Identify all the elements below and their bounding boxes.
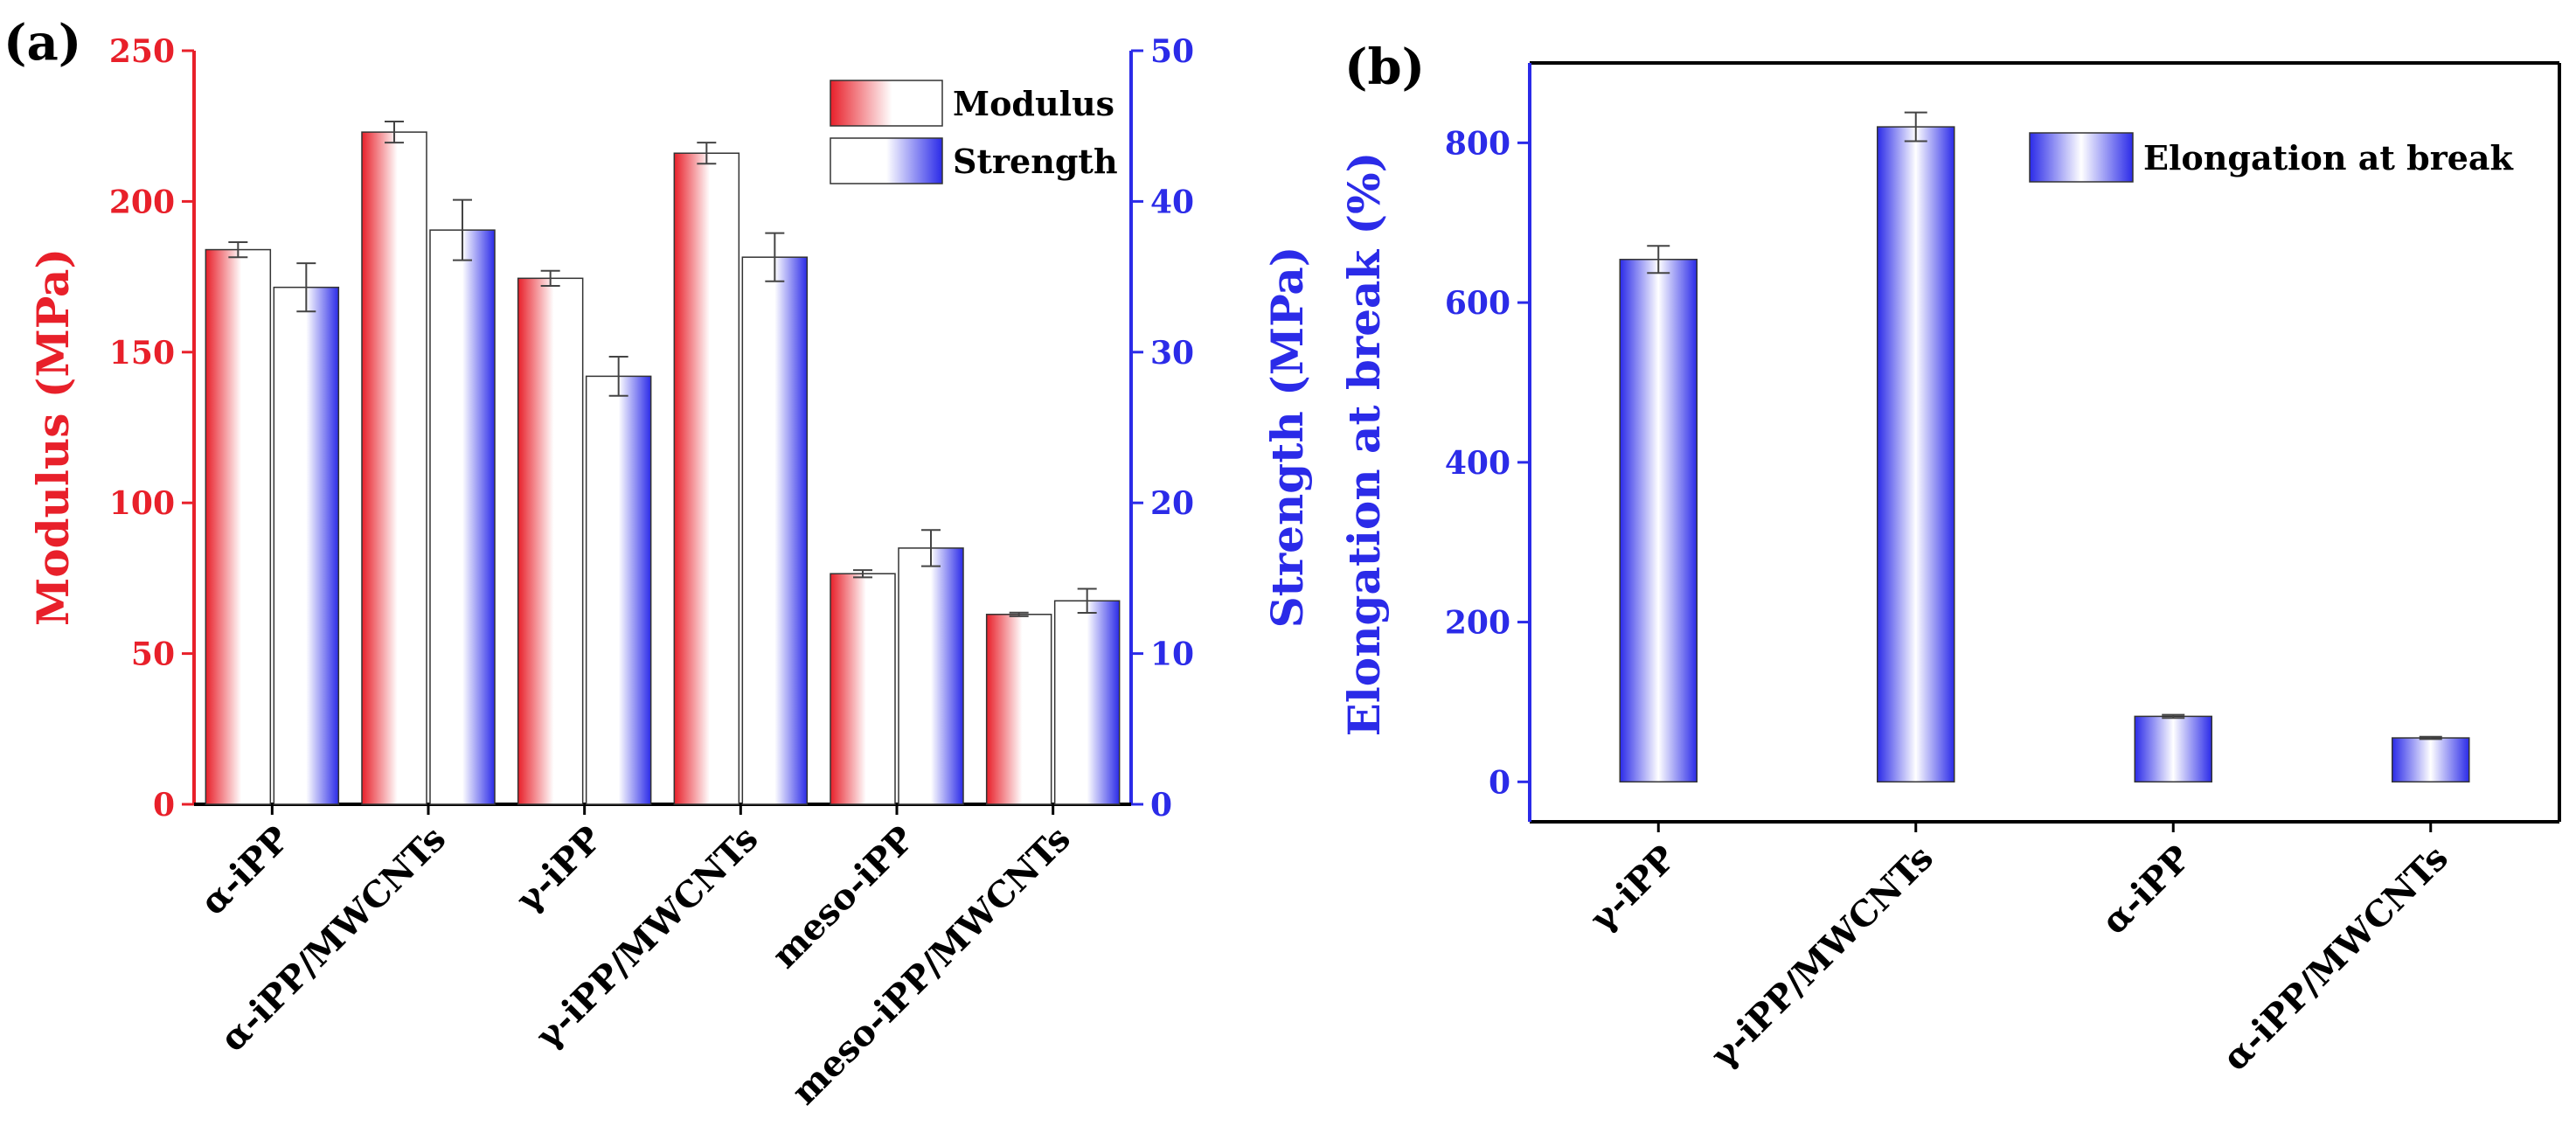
right-tick-label: 50 — [1150, 33, 1194, 70]
bar-modulus-ipp-mwcnts — [361, 131, 427, 805]
x-tick-label-ipp: α-iPP — [192, 818, 297, 923]
legend-label-elongation: Elongation at break — [2143, 138, 2514, 177]
left-tick-label: 150 — [109, 335, 175, 372]
left-tick-label: 800 — [1445, 125, 1510, 162]
bar-strength-ipp — [273, 286, 340, 805]
x-tick-label-ipp: γ-iPP — [1581, 838, 1684, 940]
left-tick-label: 400 — [1445, 445, 1510, 482]
bar-strength-meso-ipp-mwcnts — [1053, 600, 1121, 805]
bar-strength-meso-ipp — [898, 547, 964, 805]
bar-modulus-meso-ipp-mwcnts — [985, 614, 1052, 805]
x-tick-label-ipp-mwcnts: α-iPP/MWCNTs — [2215, 838, 2456, 1079]
left-tick-label: 250 — [109, 33, 175, 70]
bar-elongation-ipp-mwcnts — [2392, 737, 2470, 783]
bar-strength-ipp — [585, 375, 652, 805]
legend-label-strength: Strength — [953, 142, 1118, 181]
left-tick-label: 0 — [153, 787, 175, 824]
x-tick-label-ipp-mwcnts: γ-iPP/MWCNTs — [1703, 838, 1941, 1076]
bar-elongation-ipp — [2134, 715, 2212, 783]
legend-label-modulus: Modulus — [953, 84, 1114, 123]
left-tick-label: 600 — [1445, 285, 1510, 322]
panel-label-b: (b) — [1344, 38, 1425, 96]
left-tick-label: 100 — [109, 485, 175, 522]
y-axis-label-modulus: Modulus (MPa) — [27, 248, 79, 626]
legend-swatch-strength — [830, 137, 943, 184]
bar-strength-ipp-mwcnts — [429, 229, 496, 805]
right-tick-label: 40 — [1150, 184, 1194, 220]
left-tick-label: 200 — [109, 184, 175, 220]
y-axis-label-elongation: Elongation at break (%) — [1338, 152, 1390, 737]
right-tick-label: 30 — [1150, 335, 1194, 372]
panel-label-a: (a) — [3, 14, 81, 72]
right-tick-label: 20 — [1150, 485, 1194, 522]
left-tick-label: 0 — [1489, 764, 1510, 801]
bar-modulus-meso-ipp — [830, 573, 896, 805]
legend-swatch-modulus — [830, 80, 943, 127]
bar-modulus-ipp — [205, 248, 272, 805]
right-tick-label: 10 — [1150, 636, 1194, 673]
bar-elongation-ipp — [1619, 259, 1698, 783]
x-tick-label-ipp: α-iPP — [2093, 838, 2198, 942]
left-tick-label: 50 — [131, 636, 175, 673]
chart-panel-b: 0 200 400 600 800 γ-iPP γ-iPP/MWCNTs α-iPP α-iPP… — [1445, 61, 2561, 1079]
right-tick-label: 0 — [1150, 787, 1172, 824]
bar-modulus-ipp-mwcnts — [673, 152, 740, 805]
x-tick-label-meso-ipp: meso-iPP — [764, 818, 922, 977]
legend-swatch-elongation — [2029, 132, 2134, 183]
y2-axis-label-strength: Strength (MPa) — [1261, 247, 1313, 629]
x-tick-label-meso-ipp-mwcnts: meso-iPP/MWCNTs — [784, 818, 1079, 1113]
bar-modulus-ipp — [517, 277, 584, 805]
bar-elongation-ipp-mwcnts — [1877, 126, 1955, 783]
bar-strength-ipp-mwcnts — [741, 256, 809, 805]
chart-panel-a: 05010015020025001020304050α-iPPα-iPP/MWC… — [109, 33, 1194, 1113]
left-tick-label: 200 — [1445, 605, 1510, 642]
x-tick-label-ipp: γ-iPP — [508, 818, 610, 921]
